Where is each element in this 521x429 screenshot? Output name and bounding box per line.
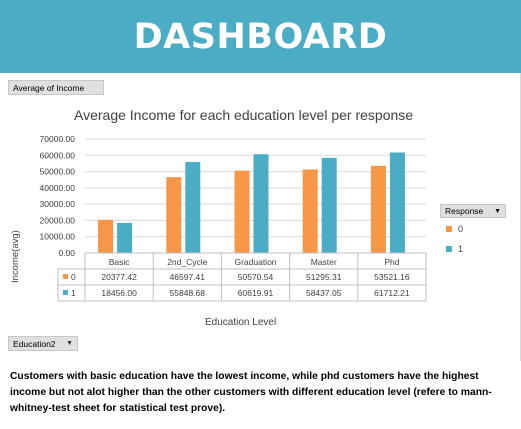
y-tick-label: 70000.00 [40, 134, 76, 144]
average-of-income-field-button[interactable]: Average of Income [8, 80, 104, 95]
bar-series-0 [98, 219, 114, 253]
chart-title: Average Income for each education level … [74, 107, 414, 123]
category-label: 2nd_Cycle [167, 257, 207, 267]
table-series-label: 0 [71, 272, 76, 282]
y-tick-label: 0.00 [58, 248, 75, 258]
y-tick-label: 50000.00 [40, 167, 76, 177]
table-series-label: 1 [71, 288, 76, 298]
legend-item-1: 1 [440, 240, 506, 258]
legend-label-0: 0 [458, 224, 464, 234]
data-label: 61712.21 [374, 288, 410, 298]
bar-series-0 [166, 177, 182, 253]
bar-series-1 [389, 152, 405, 253]
y-tick-label: 30000.00 [40, 199, 76, 209]
data-label: 50570.54 [238, 272, 274, 282]
y-tick-label: 60000.00 [40, 150, 76, 160]
dashboard-banner: DASHBOARD [0, 0, 521, 73]
response-field-button[interactable]: Response ▼ [440, 204, 506, 218]
bar-series-0 [370, 165, 386, 253]
category-label: Basic [109, 257, 131, 267]
response-field-label: Response [445, 206, 484, 216]
bar-series-0 [302, 169, 318, 253]
banner-title: DASHBOARD [133, 16, 388, 57]
bar-series-1 [117, 222, 133, 253]
legend-swatch-1 [446, 246, 452, 252]
bar-series-1 [185, 162, 201, 253]
data-label: 53521.16 [374, 272, 410, 282]
education2-field-button[interactable]: Education2 ▼ [8, 336, 78, 351]
category-label: Graduation [234, 257, 276, 267]
data-label: 18456.00 [101, 288, 137, 298]
data-label: 20377.42 [101, 272, 137, 282]
bar-series-0 [234, 170, 250, 253]
table-legend-key-0 [63, 274, 68, 279]
pivot-chart-area: Average of Income Average Income for eac… [0, 73, 521, 361]
dropdown-arrow-icon[interactable]: ▼ [66, 340, 73, 347]
data-label: 46597.41 [170, 272, 206, 282]
legend: Response ▼ 0 1 [440, 204, 506, 258]
data-label: 60619.91 [238, 288, 274, 298]
y-tick-label: 40000.00 [40, 183, 76, 193]
category-label: Phd [384, 257, 399, 267]
bar-chart: 0.00 10000.00 20000.00 30000.00 40000.00 5000… [40, 134, 427, 302]
bar-series-1 [253, 154, 269, 253]
legend-label-1: 1 [458, 244, 464, 254]
dropdown-arrow-icon[interactable]: ▼ [494, 208, 501, 215]
y-tick-label: 20000.00 [40, 215, 76, 225]
commentary-text: Customers with basic education have the … [10, 371, 492, 414]
data-label: 51295.31 [306, 272, 342, 282]
bar-series-1 [321, 157, 337, 253]
data-label: 58437.05 [306, 288, 342, 298]
legend-item-0: 0 [440, 220, 506, 238]
education2-field-label: Education2 [13, 339, 56, 349]
table-legend-key-1 [63, 290, 68, 295]
legend-swatch-0 [446, 226, 452, 232]
data-label: 55848.68 [170, 288, 206, 298]
category-label: Master [311, 257, 337, 267]
y-tick-label: 10000.00 [40, 232, 76, 242]
x-axis-label: Education Level [205, 317, 277, 328]
